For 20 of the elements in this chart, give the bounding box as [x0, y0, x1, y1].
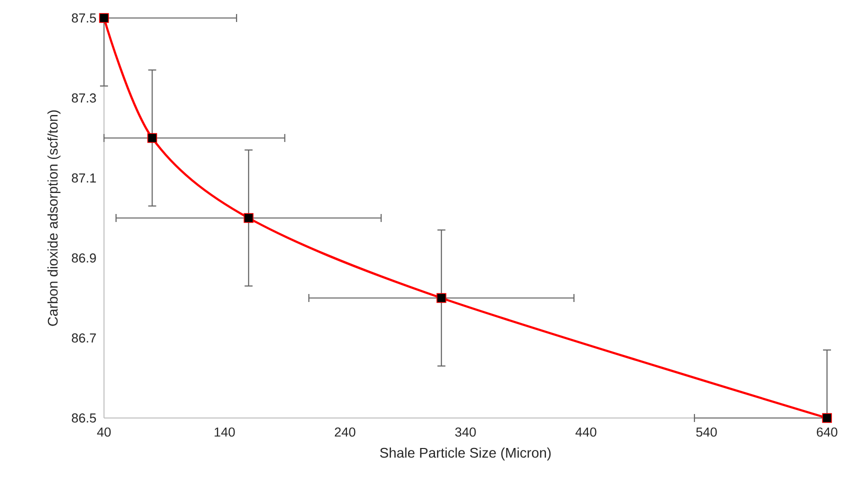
- y-tick-label: 87.5: [72, 13, 96, 23]
- point: [99, 13, 109, 23]
- x-tick-label: 40: [97, 427, 111, 437]
- x-tick-label: 540: [696, 427, 717, 437]
- y-tick-label: 86.7: [72, 333, 96, 343]
- point: [822, 413, 832, 423]
- y-tick-label: 86.5: [72, 413, 96, 423]
- point: [147, 133, 158, 143]
- x-tick-label: 340: [455, 427, 476, 437]
- x-tick-label: 640: [816, 427, 838, 437]
- point: [244, 213, 254, 223]
- point: [436, 293, 446, 303]
- x-tick-label: 140: [214, 427, 235, 437]
- x-axis-title: Shale Particle Size (Micron): [380, 447, 551, 460]
- y-tick-label: 87.3: [72, 93, 96, 103]
- x-tick-label: 240: [334, 427, 356, 437]
- x-tick-label: 440: [576, 427, 596, 437]
- y-tick-label: 86.9: [72, 253, 96, 263]
- y-axis-title: Carbon dioxide adsorption (scf/ton): [47, 110, 60, 326]
- y-tick-label: 87.1: [72, 173, 96, 183]
